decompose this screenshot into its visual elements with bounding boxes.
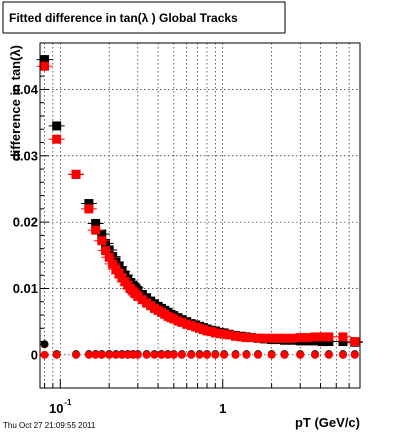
- data-point: [288, 333, 298, 343]
- series-4: [40, 350, 359, 359]
- data-point: [350, 350, 359, 359]
- y-tick-label: 0.01: [13, 281, 38, 296]
- data-point: [242, 350, 251, 359]
- data-point: [338, 350, 347, 359]
- title-box: [2, 1, 286, 34]
- data-point: [52, 134, 62, 144]
- data-point: [324, 332, 334, 342]
- data-point: [133, 350, 142, 359]
- data-point: [91, 225, 101, 235]
- data-point: [157, 350, 166, 359]
- data-layer: [36, 55, 363, 359]
- data-point: [163, 350, 172, 359]
- data-point: [97, 229, 107, 239]
- series-2: [36, 61, 363, 347]
- data-point: [338, 337, 348, 347]
- data-point: [311, 350, 320, 359]
- y-tick-label: 0: [31, 347, 38, 362]
- data-point: [169, 350, 178, 359]
- data-point: [111, 350, 120, 359]
- chart-title: Fitted difference in tan(λ ) Global Trac…: [9, 11, 238, 25]
- data-point: [224, 330, 234, 340]
- data-point: [150, 350, 159, 359]
- data-point: [52, 121, 62, 131]
- y-tick-label: 0.02: [13, 215, 38, 230]
- data-point: [84, 204, 94, 214]
- data-point: [71, 169, 81, 179]
- data-point: [338, 332, 348, 342]
- x-tick-label: 10: [49, 401, 63, 416]
- data-point: [246, 333, 256, 343]
- data-point: [118, 350, 127, 359]
- data-point: [177, 317, 187, 327]
- x-tick-labels: 10 -1 1: [49, 398, 226, 416]
- grid-layer: [40, 43, 361, 388]
- data-point: [40, 55, 50, 65]
- data-point: [202, 350, 211, 359]
- series-1: [36, 55, 363, 347]
- data-point: [40, 340, 49, 349]
- data-point: [40, 61, 50, 71]
- data-point: [133, 291, 143, 301]
- x-tick-label: 1: [219, 401, 226, 416]
- data-point: [177, 350, 186, 359]
- plot-frame: [39, 42, 361, 389]
- data-point: [236, 332, 246, 342]
- data-point: [211, 350, 220, 359]
- data-point: [101, 246, 111, 256]
- data-point: [280, 350, 289, 359]
- timestamp-label: Thu Oct 27 21:09:55 2011: [3, 421, 96, 430]
- data-point: [84, 199, 94, 209]
- data-point: [111, 264, 121, 274]
- data-point: [182, 319, 192, 329]
- y-tick-label: 0.04: [13, 82, 39, 97]
- data-point: [187, 350, 196, 359]
- data-point: [52, 350, 61, 359]
- data-point: [324, 350, 333, 359]
- data-point: [254, 350, 263, 359]
- data-point: [220, 350, 229, 359]
- data-point: [350, 337, 360, 347]
- y-tick-label: 0.03: [13, 148, 38, 163]
- data-point: [97, 350, 106, 359]
- data-point: [231, 350, 240, 359]
- data-point: [219, 329, 229, 339]
- data-point: [105, 350, 114, 359]
- data-point: [195, 350, 204, 359]
- data-point: [324, 337, 334, 347]
- data-point: [210, 328, 220, 338]
- data-point: [302, 333, 312, 343]
- data-point: [296, 350, 305, 359]
- data-point: [91, 218, 101, 228]
- data-point: [91, 350, 100, 359]
- data-point: [231, 331, 241, 341]
- x-axis-label: pT (GeV/c): [295, 415, 360, 430]
- y-axis-label: difference in tan(λ): [8, 45, 23, 161]
- data-point: [104, 252, 114, 262]
- y-tick-labels: 0 0.01 0.02 0.03 0.04: [13, 82, 39, 362]
- data-point: [84, 350, 93, 359]
- data-point: [279, 333, 289, 343]
- data-point: [267, 350, 276, 359]
- data-point: [142, 350, 151, 359]
- data-point: [40, 350, 49, 359]
- data-point: [97, 236, 107, 246]
- x-tick-exponent: -1: [64, 398, 72, 407]
- data-point: [108, 259, 118, 269]
- data-point: [72, 350, 81, 359]
